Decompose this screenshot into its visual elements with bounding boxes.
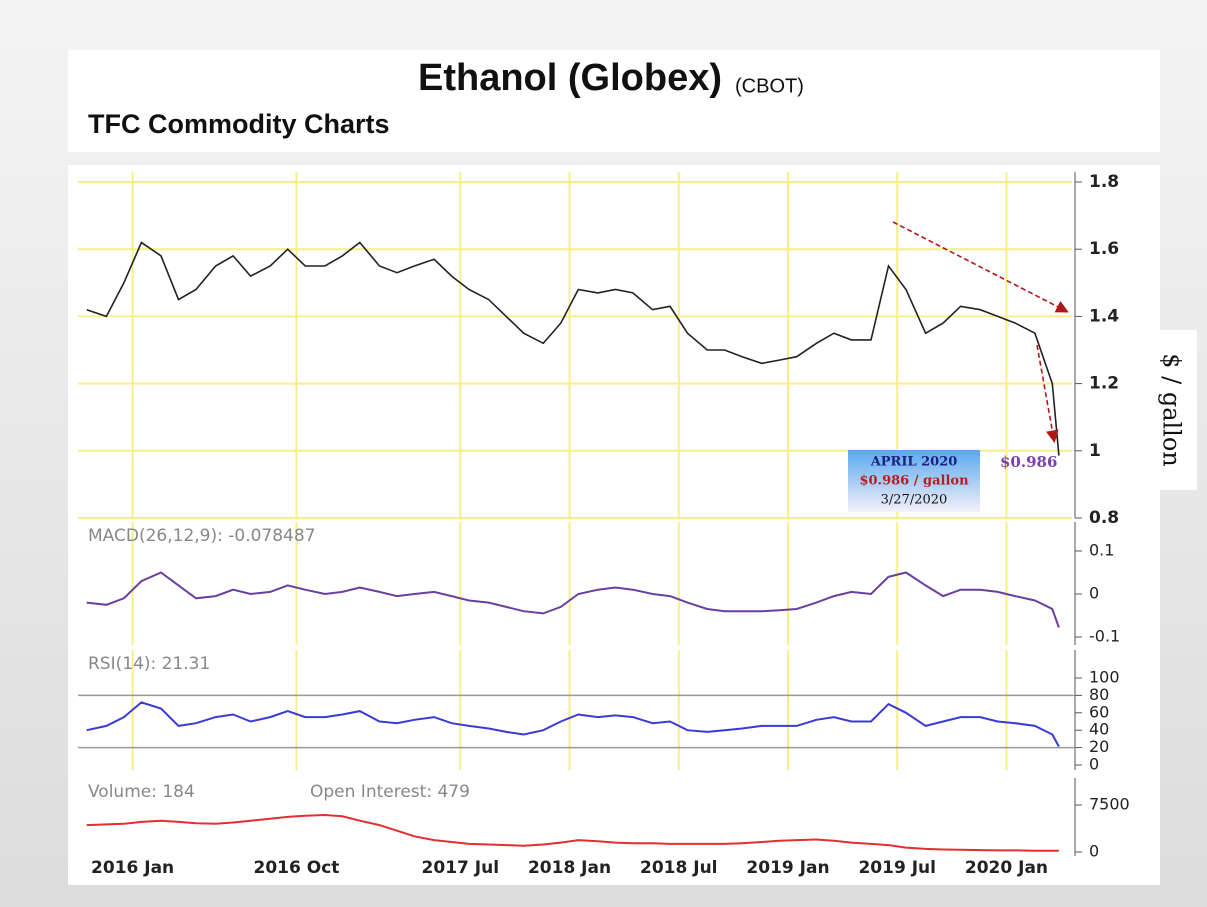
y-axis-label: $ / gallon [1158, 353, 1186, 467]
x-tick-label: 2019 Jan [746, 858, 829, 878]
y-tick-label: 80 [1089, 685, 1109, 704]
panel-label: Volume: 184 [88, 782, 195, 802]
y-tick-label: 0 [1089, 755, 1099, 774]
y-tick-label: 1 [1089, 441, 1101, 461]
data-line [86, 571, 1060, 628]
y-tick-label: 100 [1089, 668, 1120, 687]
y-tick-label: -0.1 [1089, 627, 1120, 646]
title: Ethanol (Globex) [418, 57, 722, 99]
x-tick-label: 2020 Jan [965, 858, 1048, 878]
x-tick-label: 2017 Jul [422, 858, 500, 878]
annotation-line: $0.986 / gallon [859, 474, 969, 489]
y-tick-label: 20 [1089, 737, 1109, 756]
subtitle: TFC Commodity Charts [88, 109, 390, 139]
panel-label: MACD(26,12,9): -0.078487 [88, 526, 316, 546]
y-tick-label: 7500 [1089, 795, 1130, 814]
x-tick-label: 2018 Jul [640, 858, 718, 878]
header-box [68, 50, 1160, 152]
x-tick-label: 2018 Jan [528, 858, 611, 878]
chart-box [68, 165, 1160, 885]
annotation-line: 3/27/2020 [881, 493, 948, 508]
panel-label: RSI(14): 21.31 [88, 654, 210, 674]
y-tick-label: 0 [1089, 842, 1099, 861]
y-tick-label: 1.4 [1089, 306, 1119, 326]
unit-box [1142, 330, 1197, 490]
panel-label: Open Interest: 479 [310, 782, 470, 802]
y-tick-label: 40 [1089, 720, 1109, 739]
y-tick-label: 0.8 [1089, 508, 1119, 528]
trend-arrow [892, 221, 1069, 313]
exchange: (CBOT) [735, 75, 804, 97]
y-tick-label: 1.8 [1089, 172, 1119, 192]
y-tick-label: 0 [1089, 584, 1099, 603]
y-tick-label: 60 [1089, 702, 1109, 721]
drop-arrow [1036, 344, 1059, 444]
y-tick-label: 1.2 [1089, 374, 1119, 394]
price-label: $0.986 [1000, 453, 1057, 471]
y-tick-label: 0.1 [1089, 541, 1114, 560]
x-tick-label: 2016 Jan [91, 858, 174, 878]
data-line [86, 701, 1060, 747]
annotation-box [848, 450, 980, 512]
x-tick-label: 2016 Oct [254, 858, 340, 878]
y-tick-label: 1.6 [1089, 239, 1119, 259]
annotation-line: APRIL 2020 [870, 455, 958, 470]
data-line [86, 813, 1059, 852]
x-tick-label: 2019 Jul [858, 858, 936, 878]
data-line [86, 241, 1060, 456]
